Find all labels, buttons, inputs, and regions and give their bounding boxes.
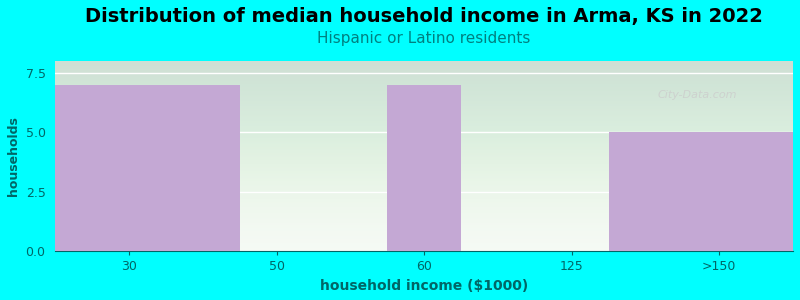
- Text: Hispanic or Latino residents: Hispanic or Latino residents: [318, 31, 531, 46]
- Y-axis label: households: households: [7, 116, 20, 196]
- Bar: [55, 85, 240, 251]
- X-axis label: household income ($1000): household income ($1000): [320, 279, 528, 293]
- Title: Distribution of median household income in Arma, KS in 2022: Distribution of median household income …: [86, 7, 763, 26]
- Text: City-Data.com: City-Data.com: [658, 90, 737, 100]
- Bar: [387, 85, 461, 251]
- Bar: [609, 132, 793, 251]
